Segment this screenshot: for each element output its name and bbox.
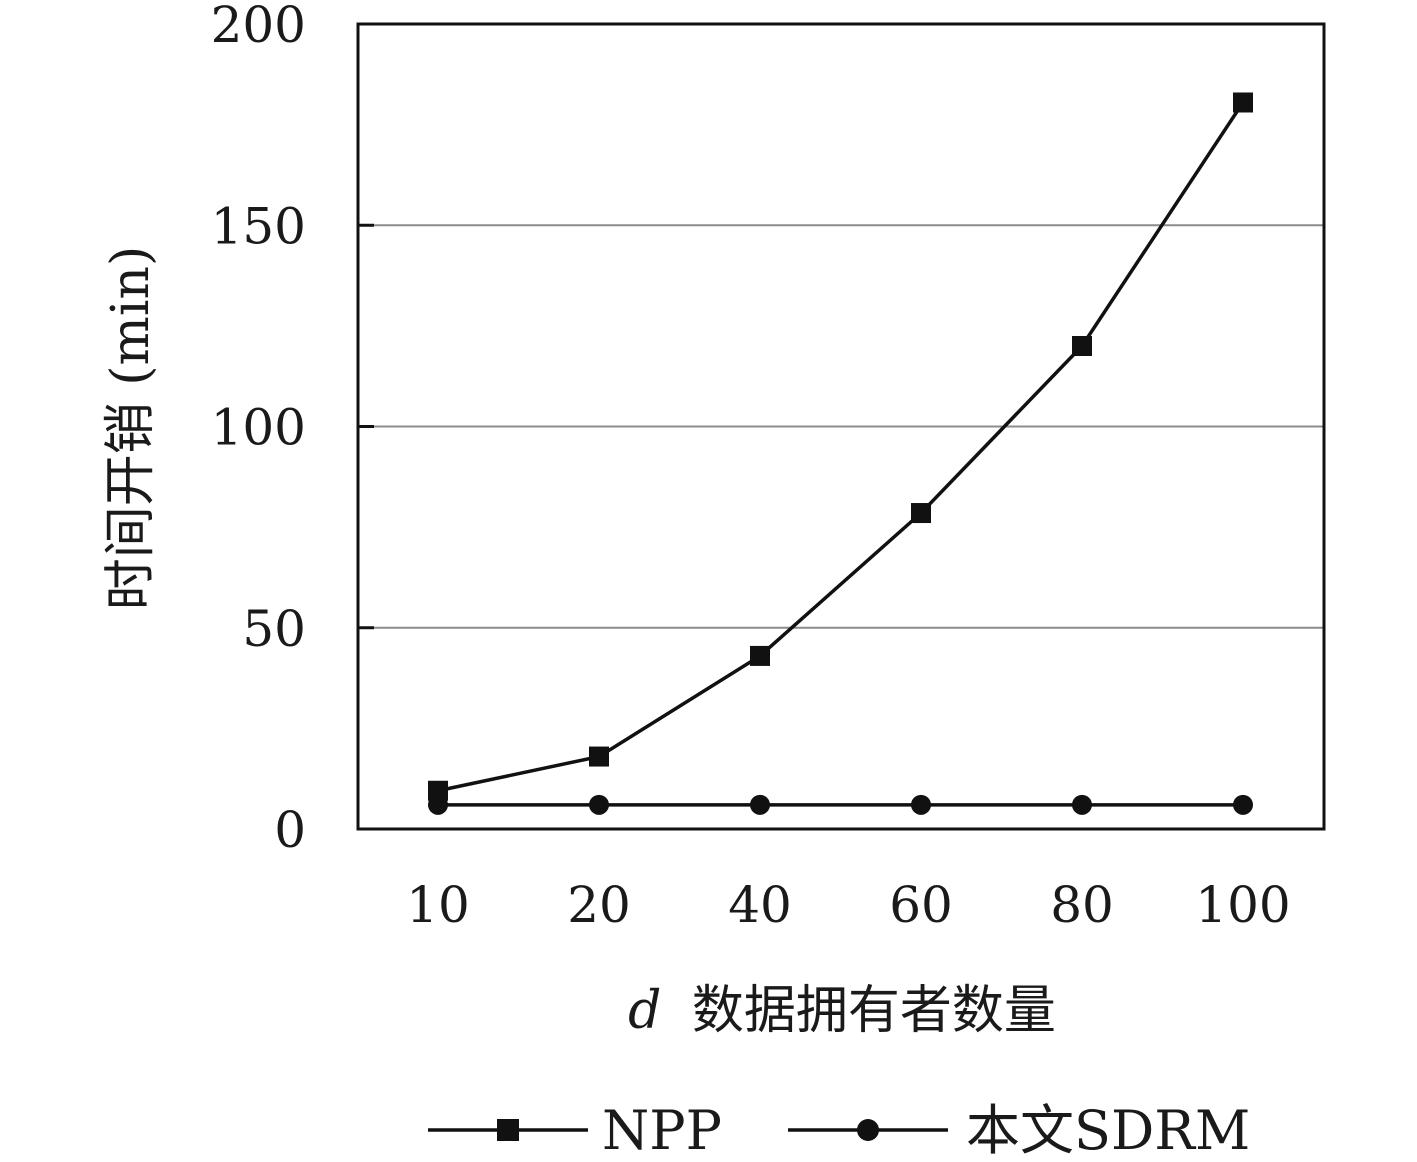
x-tick-label: 100 bbox=[1195, 876, 1290, 934]
series-line bbox=[437, 101, 1245, 793]
data-point bbox=[750, 645, 770, 666]
series-1 bbox=[428, 794, 1253, 815]
data-point bbox=[1233, 92, 1253, 113]
data-series bbox=[428, 92, 1253, 815]
y-axis-title: 时间开销 (min) bbox=[101, 246, 161, 611]
data-point bbox=[428, 780, 448, 801]
x-tick-label: 60 bbox=[889, 876, 953, 934]
legend-entry-0: NPP bbox=[428, 1099, 722, 1162]
legend-marker bbox=[857, 1119, 879, 1141]
y-tick-label: 200 bbox=[211, 0, 306, 54]
data-point bbox=[1072, 336, 1092, 356]
data-point bbox=[750, 794, 770, 815]
data-point bbox=[1072, 794, 1092, 815]
y-tick-label: 150 bbox=[211, 197, 306, 255]
y-tick-label: 0 bbox=[274, 801, 306, 859]
data-point bbox=[589, 794, 609, 815]
x-tick-label: 40 bbox=[728, 876, 792, 934]
legend: NPP 本文SDRM bbox=[428, 1099, 1250, 1162]
x-tick-label: 80 bbox=[1050, 876, 1114, 934]
series-0 bbox=[428, 92, 1253, 801]
x-axis-variable: d bbox=[628, 981, 661, 1041]
data-point bbox=[911, 503, 931, 524]
y-axis-ticks: 0 50 100 150 200 bbox=[211, 0, 374, 859]
data-point bbox=[428, 794, 448, 815]
legend-marker bbox=[497, 1119, 519, 1141]
x-axis-ticks: 10 20 40 60 80 100 bbox=[406, 876, 1291, 934]
legend-entry-1: 本文SDRM bbox=[788, 1099, 1250, 1162]
data-point bbox=[911, 794, 931, 815]
y-tick-label: 50 bbox=[242, 600, 306, 658]
y-tick-label: 100 bbox=[211, 399, 306, 457]
grid-lines bbox=[358, 224, 1324, 629]
x-axis-text: 数据拥有者数量 bbox=[692, 981, 1056, 1041]
legend-label: NPP bbox=[602, 1099, 722, 1162]
data-point bbox=[589, 746, 609, 767]
x-axis-title: d 数据拥有者数量 bbox=[628, 981, 1056, 1041]
x-tick-label: 10 bbox=[406, 876, 470, 934]
x-tick-label: 20 bbox=[567, 876, 631, 934]
data-point bbox=[1233, 794, 1253, 815]
legend-label: 本文SDRM bbox=[966, 1099, 1250, 1162]
